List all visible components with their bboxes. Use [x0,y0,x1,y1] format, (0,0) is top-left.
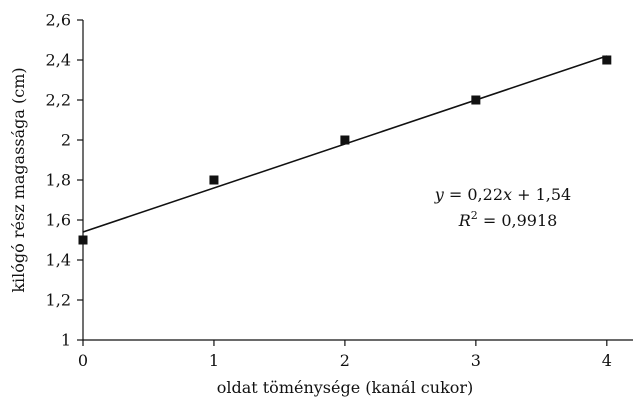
data-point [78,235,88,245]
y-tick-label: 2,6 [46,11,71,30]
data-point [602,55,612,65]
r-squared-var: R [458,211,471,230]
y-tick-label: 1 [61,331,71,350]
x-tick-label: 0 [78,351,88,370]
y-tick-label: 1,2 [46,291,71,310]
equation-part-1: = 0,22 [444,185,503,204]
x-tick-label: 3 [471,351,481,370]
x-axis-title: oldat töménysége (kanál cukor) [217,378,474,397]
y-tick-label: 2,2 [46,91,71,110]
data-points [78,55,612,245]
r-squared-value: = 0,9918 [478,211,558,230]
equation-x-var: x [503,185,512,204]
y-tick-label: 1,8 [46,171,71,190]
x-tick-label: 1 [209,351,219,370]
data-point [471,95,481,105]
regression-equation: y = 0,22x + 1,54 [434,185,571,204]
y-axis-ticks: 1 1,2 1,4 1,6 1,8 2 2,2 2,4 2,6 [46,11,83,350]
data-point [340,135,350,145]
y-tick-label: 1,6 [46,211,71,230]
data-point [209,175,219,185]
x-tick-label: 2 [340,351,350,370]
r-squared-superscript: 2 [471,209,478,222]
x-axis-ticks: 0 1 2 3 4 [78,340,612,370]
equation-part-2: + 1,54 [512,185,571,204]
equation-y-var: y [434,185,445,204]
r-squared-label: R2 = 0,9918 [458,209,558,230]
x-tick-label: 4 [602,351,612,370]
y-tick-label: 2,4 [46,51,71,70]
y-tick-label: 1,4 [46,251,71,270]
y-tick-label: 2 [61,131,71,150]
y-axis-title: kilógó rész magassága (cm) [9,67,28,292]
